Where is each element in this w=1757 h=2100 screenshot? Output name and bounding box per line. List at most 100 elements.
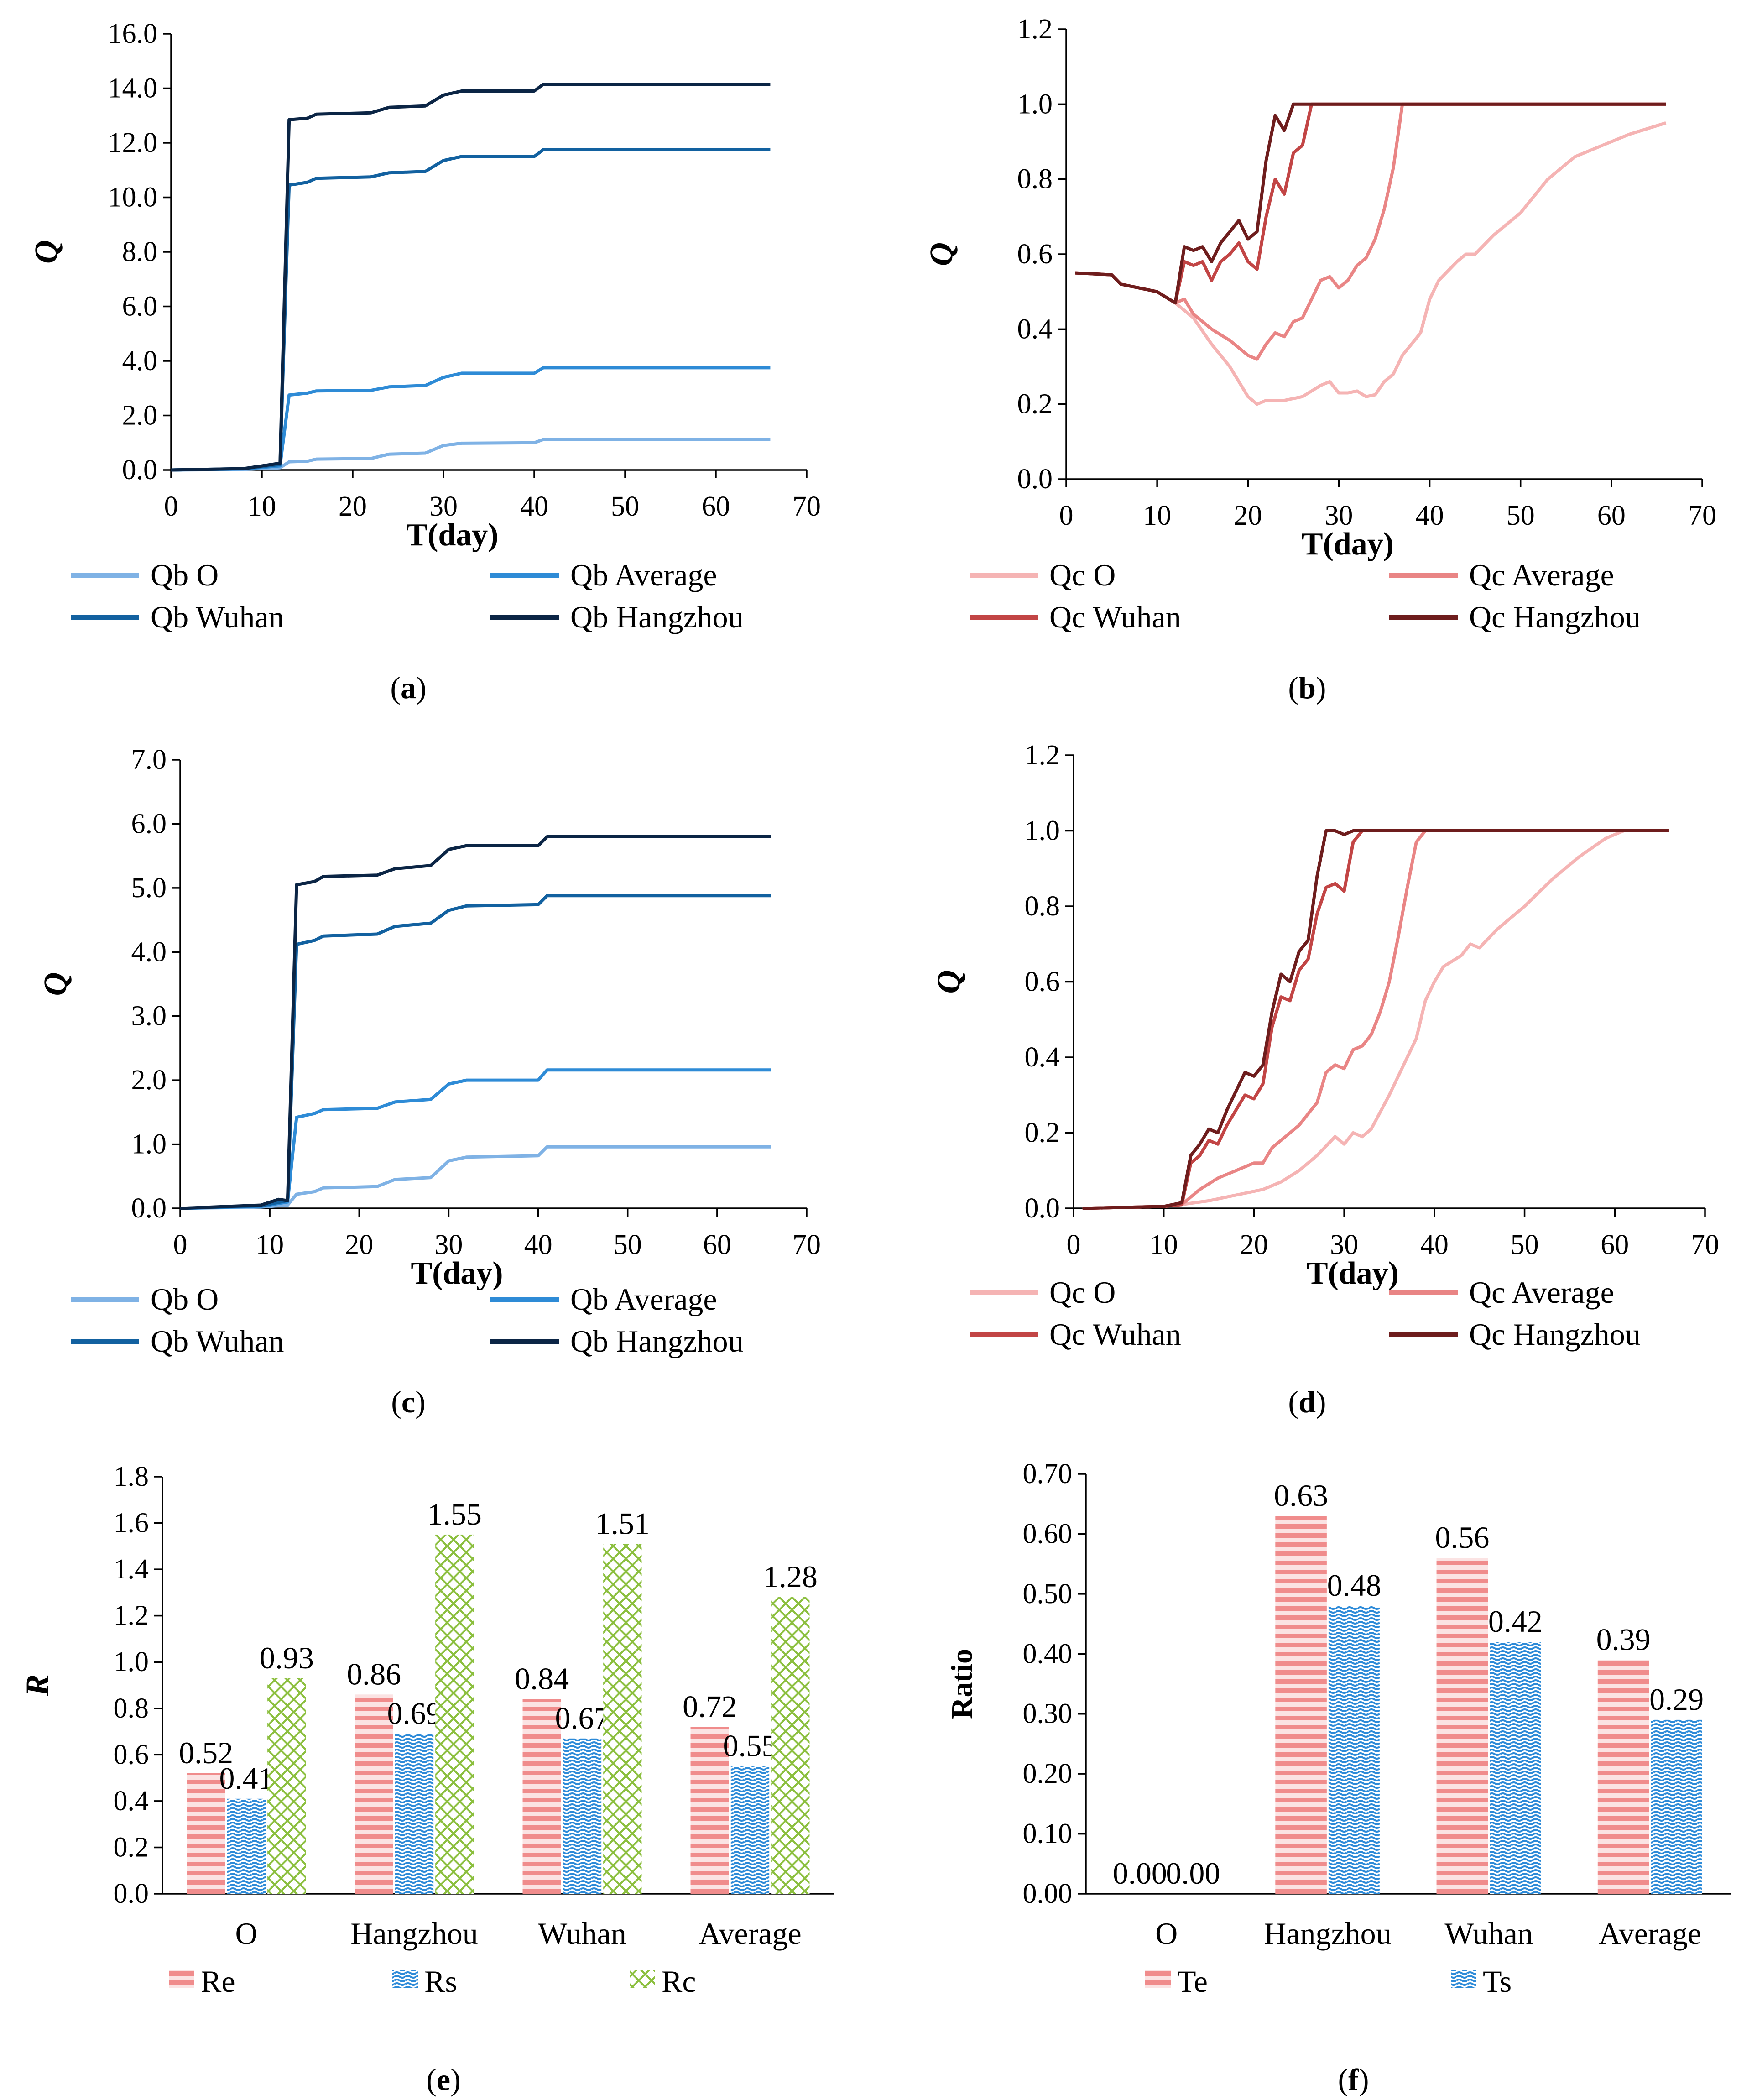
y-tick-label: 0.00 (1023, 1878, 1073, 1909)
legend-label: Rc (662, 1964, 696, 1999)
y-tick-label: 0.0 (114, 1878, 149, 1909)
x-tick-label: 0 (1067, 1229, 1081, 1260)
legend-swatch (630, 1970, 655, 1988)
chart-panel-e: 0.0 0.2 0.4 0.6 0.8 1.0 1.2 1.4 1.6 1.8 R O Hangzhou… (19, 1461, 834, 2097)
x-tick-label: 30 (1324, 500, 1353, 531)
data-label: 0.69 (387, 1696, 442, 1731)
legend-label: Qb O (151, 558, 219, 592)
y-tick-label: 0.10 (1023, 1818, 1073, 1849)
data-label: 0.42 (1488, 1604, 1543, 1639)
x-tick-label: 40 (1420, 1229, 1449, 1260)
series-line-qb-o (171, 438, 771, 472)
bar-te-average (1597, 1660, 1649, 1894)
x-tick-label: 60 (702, 491, 730, 522)
data-label: 0.55 (723, 1729, 777, 1763)
x-tick-label: 60 (1601, 1229, 1629, 1260)
legend-label: Qb Wuhan (151, 600, 284, 634)
chart-panel-f: 0.00 0.10 0.20 0.30 0.40 0.50 0.60 0.70 Ratio O Ha… (945, 1458, 1731, 2097)
y-tick-label: 0.60 (1023, 1518, 1073, 1549)
x-axis-title: T(day) (1307, 1256, 1399, 1291)
chart-panel-c: 0.0 1.0 2.0 3.0 4.0 5.0 6.0 7.0 0 10 20 30 40 50 60 70 T… (37, 744, 821, 1419)
y-axis-title: R (19, 1674, 56, 1697)
series-line-qc-o (1075, 121, 1667, 406)
legend-label: Qb Average (570, 558, 717, 592)
legend-label: Qc Wuhan (1049, 600, 1181, 634)
panel-caption-letter: f (1348, 2062, 1359, 2097)
bar-ts-wuhan (1490, 1642, 1541, 1894)
bar-re-average (690, 1727, 729, 1894)
series-line-qc-hangzhou (1075, 102, 1666, 305)
y-tick-label: 0.50 (1023, 1578, 1073, 1609)
bar-re-hangzhou (355, 1694, 393, 1894)
y-tick-label: 0.20 (1023, 1758, 1073, 1789)
x-tick-label: 50 (1507, 500, 1535, 531)
legend-label: Qc Hangzhou (1469, 600, 1641, 634)
y-tick-label: 1.0 (1017, 89, 1053, 120)
y-tick-label: 8.0 (122, 236, 158, 267)
category-label: Average (699, 1916, 801, 1951)
x-tick-label: 10 (255, 1229, 284, 1260)
legend-label: Qb Hangzhou (570, 1324, 744, 1358)
x-tick-label: 50 (611, 491, 639, 522)
series-line-qb-average (180, 1068, 771, 1210)
x-tick-label: 0 (164, 491, 178, 522)
y-tick-label: 1.8 (114, 1461, 149, 1492)
y-tick-label: 0.2 (1017, 389, 1053, 420)
legend-swatch (1145, 1970, 1171, 1988)
y-tick-label: 0.4 (114, 1786, 149, 1817)
series-line-qb-wuhan (171, 148, 771, 472)
y-tick-label: 5.0 (131, 872, 167, 904)
chart-panel-d: 0.0 0.2 0.4 0.6 0.8 1.0 1.2 0 10 20 30 40 50 60 70 T(da… (930, 740, 1719, 1419)
y-tick-label: 0.6 (1017, 239, 1053, 270)
category-label: Average (1599, 1916, 1701, 1951)
x-tick-label: 40 (520, 491, 548, 522)
y-tick-label: 14.0 (108, 73, 158, 104)
panel-caption-letter: d (1298, 1384, 1316, 1419)
x-tick-label: 30 (434, 1229, 463, 1260)
y-tick-label: 1.0 (1025, 815, 1060, 846)
data-label: 0.63 (1274, 1478, 1328, 1513)
y-tick-label: 0.8 (114, 1693, 149, 1724)
y-tick-label: 0.30 (1023, 1698, 1073, 1729)
series-line-qb-wuhan (180, 894, 771, 1210)
y-tick-label: 1.4 (114, 1554, 149, 1585)
panel-caption-letter: c (401, 1384, 415, 1419)
x-tick-label: 0 (173, 1229, 188, 1260)
series-line-qb-hangzhou (180, 835, 771, 1210)
data-label: 1.28 (763, 1559, 818, 1594)
y-tick-label: 3.0 (131, 1001, 167, 1032)
y-tick-label: 1.6 (114, 1508, 149, 1539)
y-tick-label: 1.2 (1017, 14, 1053, 45)
y-tick-label: 6.0 (122, 291, 158, 322)
legend-label: Qb Hangzhou (570, 600, 744, 634)
y-axis-title: Q (930, 970, 967, 994)
panel-caption-letter: e (437, 2062, 450, 2097)
y-axis-title: Q (37, 972, 73, 996)
x-tick-label: 70 (1688, 500, 1716, 531)
chart-panel-a: 0.0 2.0 4.0 6.0 8.0 10.0 12.0 14.0 16.0 0 10 20 30 40… (28, 18, 821, 705)
x-tick-label: 20 (1240, 1229, 1268, 1260)
data-label: 0.48 (1327, 1568, 1382, 1603)
legend-label: Qc O (1049, 558, 1116, 592)
x-tick-label: 60 (1597, 500, 1626, 531)
category-label: O (235, 1916, 257, 1951)
legend-swatch (169, 1970, 194, 1988)
y-tick-label: 0.6 (114, 1739, 149, 1770)
series-line-qc-wuhan (1075, 102, 1666, 305)
y-tick-label: 0.40 (1023, 1638, 1073, 1669)
legend-label: Qb O (151, 1282, 219, 1316)
category-label: Wuhan (538, 1916, 626, 1951)
legend-label: Rs (424, 1964, 457, 1999)
y-tick-label: 16.0 (108, 18, 158, 49)
data-label: 0.29 (1649, 1682, 1704, 1717)
y-tick-label: 0.0 (1017, 464, 1053, 495)
y-tick-label: 6.0 (131, 808, 167, 839)
x-tick-label: 60 (703, 1229, 731, 1260)
x-axis-title: T(day) (411, 1256, 503, 1291)
data-label: 0.86 (347, 1656, 401, 1691)
panel-caption: (b) (1288, 670, 1326, 705)
legend-label: Re (201, 1964, 235, 1999)
y-axis-title: Q (28, 240, 64, 264)
y-tick-label: 4.0 (131, 936, 167, 967)
series-line-qc-wuhan (1082, 829, 1669, 1210)
